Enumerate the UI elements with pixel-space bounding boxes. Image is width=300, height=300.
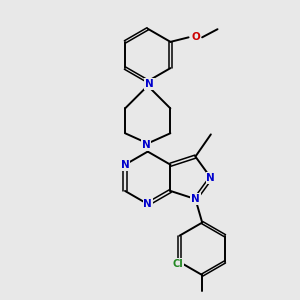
- Text: Cl: Cl: [172, 259, 183, 269]
- Text: N: N: [143, 199, 152, 209]
- Text: N: N: [143, 199, 152, 209]
- Text: N: N: [121, 160, 129, 170]
- Text: O: O: [191, 32, 200, 42]
- Text: N: N: [206, 173, 215, 183]
- Text: N: N: [142, 140, 150, 150]
- Text: N: N: [121, 160, 129, 170]
- Text: N: N: [145, 79, 154, 89]
- Text: N: N: [191, 194, 200, 204]
